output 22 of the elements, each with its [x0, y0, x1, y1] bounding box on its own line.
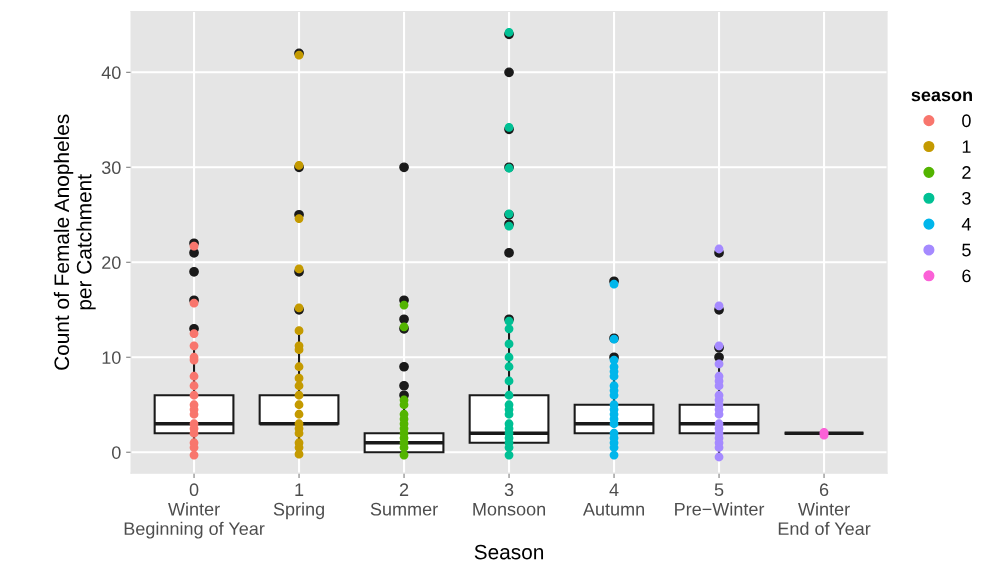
y-axis-title: Count of Female Anopheles per Catchment — [53, 114, 96, 370]
x-tick-label: 1 Spring — [273, 483, 324, 520]
x-tick-label: 3 Monsoon — [473, 483, 546, 516]
legend-label: 6 — [962, 269, 971, 283]
y-tick-label: 40 — [101, 66, 121, 80]
legend-label: 2 — [962, 166, 971, 179]
y-tick-label: 10 — [102, 351, 121, 364]
legend-label: 0 — [962, 114, 971, 128]
x-tick-label: 2 Summer — [370, 483, 438, 516]
legend-label: 1 — [962, 140, 971, 153]
x-tick-label: 0 Winter Beginning of Year — [124, 483, 265, 539]
y-tick-label: 20 — [102, 256, 121, 270]
x-tick-label: 5 Pre−Winter — [675, 483, 765, 516]
legend-label: 5 — [962, 243, 971, 257]
y-tick-label: 30 — [101, 161, 121, 175]
legend-label: 3 — [962, 191, 971, 205]
x-tick-label: 4 Autumn — [582, 483, 644, 516]
legend-label: 4 — [961, 217, 971, 231]
x-axis-title: Season — [474, 544, 544, 560]
legend-title: season — [911, 91, 972, 102]
y-tick-label: 0 — [111, 446, 121, 459]
x-tick-label: 6 Winter End of Year — [778, 483, 871, 536]
